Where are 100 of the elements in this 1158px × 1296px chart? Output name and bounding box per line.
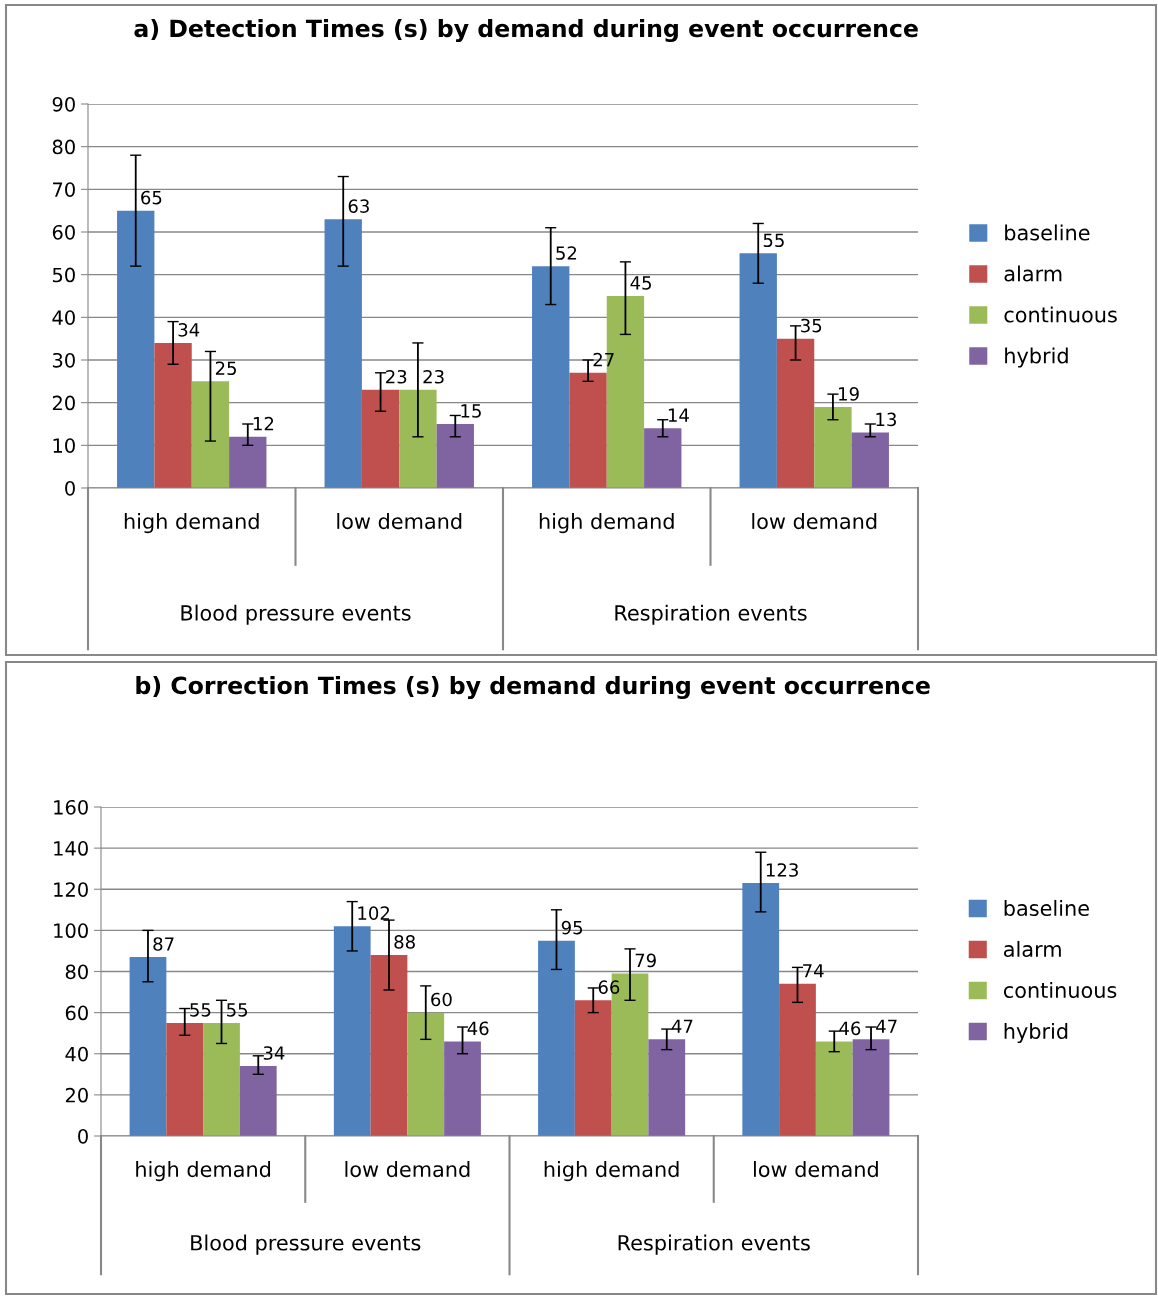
bar bbox=[532, 266, 570, 488]
bar bbox=[538, 940, 575, 1136]
data-label: 46 bbox=[839, 1021, 861, 1036]
data-label: 25 bbox=[215, 361, 236, 376]
y-tick-label: 20 bbox=[65, 1087, 88, 1103]
bar bbox=[776, 338, 815, 488]
data-label: 12 bbox=[253, 416, 274, 431]
data-label: 87 bbox=[153, 937, 174, 951]
data-label: 95 bbox=[561, 920, 583, 935]
bar bbox=[154, 342, 192, 488]
x-tick-label: high demand bbox=[544, 1161, 679, 1182]
y-tick-label: 70 bbox=[53, 182, 75, 197]
bar bbox=[814, 406, 852, 488]
x-tick-label: high demand bbox=[124, 513, 259, 534]
y-tick-label: 0 bbox=[65, 480, 75, 496]
data-label: 47 bbox=[876, 1019, 897, 1033]
bar bbox=[739, 253, 777, 488]
data-label: 14 bbox=[668, 408, 689, 422]
bar bbox=[648, 1039, 686, 1136]
data-label: 23 bbox=[423, 369, 444, 384]
data-label: 63 bbox=[348, 199, 369, 213]
y-tick-label: 50 bbox=[52, 267, 75, 283]
text: Blood pressure events bbox=[181, 604, 411, 625]
x-tick-label: high demand bbox=[136, 1161, 271, 1182]
x-tick-label: high demand bbox=[539, 513, 674, 534]
text: Blood pressure events bbox=[191, 1234, 421, 1255]
bar bbox=[239, 1066, 277, 1136]
y-tick-label: 160 bbox=[54, 799, 88, 815]
data-label: 45 bbox=[630, 276, 651, 290]
x-tick-label: low demand bbox=[752, 513, 877, 530]
y-tick-label: 40 bbox=[52, 310, 75, 325]
y-tick-label: 10 bbox=[53, 438, 75, 453]
chart-title: b) Correction Times (s) by demand during event occurrence bbox=[136, 676, 930, 700]
y-tick-label: 40 bbox=[65, 1046, 88, 1062]
bar bbox=[436, 424, 474, 488]
bar bbox=[444, 1041, 481, 1136]
y-tick-label: 120 bbox=[54, 882, 88, 897]
data-label: 34 bbox=[178, 323, 200, 337]
data-label: 55 bbox=[190, 1003, 211, 1017]
bar bbox=[361, 389, 400, 488]
data-label: 88 bbox=[394, 935, 415, 949]
data-label: 74 bbox=[803, 964, 824, 978]
data-label: 23 bbox=[386, 369, 407, 384]
bar bbox=[569, 372, 607, 488]
bar bbox=[851, 432, 889, 488]
chart-title: a) Detection Times (s) by demand during event occurrence bbox=[134, 19, 918, 43]
data-label: 19 bbox=[839, 387, 859, 401]
bar bbox=[117, 210, 155, 488]
bar bbox=[229, 436, 267, 488]
bar bbox=[203, 1022, 240, 1136]
bar bbox=[852, 1039, 890, 1136]
x-tick-label: low demand bbox=[345, 1161, 470, 1178]
y-tick-label: 80 bbox=[52, 139, 75, 155]
text: Respiration events bbox=[618, 1234, 810, 1255]
data-label: 35 bbox=[801, 318, 822, 333]
y-tick-label: 90 bbox=[52, 96, 75, 112]
legend-label: alarm bbox=[1004, 940, 1061, 958]
bar bbox=[742, 883, 780, 1136]
x-tick-label: low demand bbox=[337, 513, 462, 530]
x-tick-label: low demand bbox=[753, 1161, 878, 1178]
data-label: 55 bbox=[763, 233, 784, 248]
legend-label: hybrid bbox=[1004, 1022, 1068, 1044]
legend-label: hybrid bbox=[1005, 347, 1068, 368]
y-tick-label: 140 bbox=[54, 841, 88, 856]
legend-label: baseline bbox=[1005, 224, 1090, 241]
bar bbox=[815, 1041, 853, 1136]
data-label: 79 bbox=[635, 953, 656, 968]
bar bbox=[574, 1000, 612, 1136]
bar bbox=[324, 219, 362, 488]
data-label: 102 bbox=[358, 906, 390, 920]
data-label: 47 bbox=[671, 1019, 693, 1033]
text: Respiration events bbox=[615, 604, 807, 625]
y-tick-label: 0 bbox=[78, 1128, 88, 1144]
data-label: 60 bbox=[431, 992, 452, 1007]
bar bbox=[644, 428, 682, 488]
data-label: 27 bbox=[593, 352, 614, 367]
data-label: 123 bbox=[766, 863, 798, 877]
data-label: 34 bbox=[263, 1046, 285, 1060]
data-label: 52 bbox=[556, 246, 577, 260]
bar bbox=[407, 1012, 445, 1136]
y-tick-label: 30 bbox=[52, 352, 75, 368]
bar bbox=[399, 389, 437, 488]
y-tick-label: 60 bbox=[52, 224, 75, 240]
data-label: 13 bbox=[876, 412, 896, 427]
bar bbox=[779, 983, 816, 1136]
data-label: 55 bbox=[227, 1003, 248, 1017]
bar bbox=[191, 381, 230, 488]
bar bbox=[166, 1022, 204, 1136]
legend-label: baseline bbox=[1004, 899, 1089, 917]
data-label: 46 bbox=[467, 1021, 489, 1036]
data-label: 15 bbox=[461, 404, 481, 418]
bar bbox=[129, 957, 167, 1136]
bar bbox=[370, 955, 408, 1136]
legend-label: alarm bbox=[1004, 265, 1062, 282]
legend-label: continuous bbox=[1003, 981, 1117, 999]
bar bbox=[333, 926, 371, 1136]
data-label: 65 bbox=[141, 190, 162, 205]
y-tick-label: 100 bbox=[54, 923, 88, 939]
y-tick-label: 60 bbox=[65, 1005, 88, 1021]
y-tick-label: 80 bbox=[65, 964, 88, 980]
